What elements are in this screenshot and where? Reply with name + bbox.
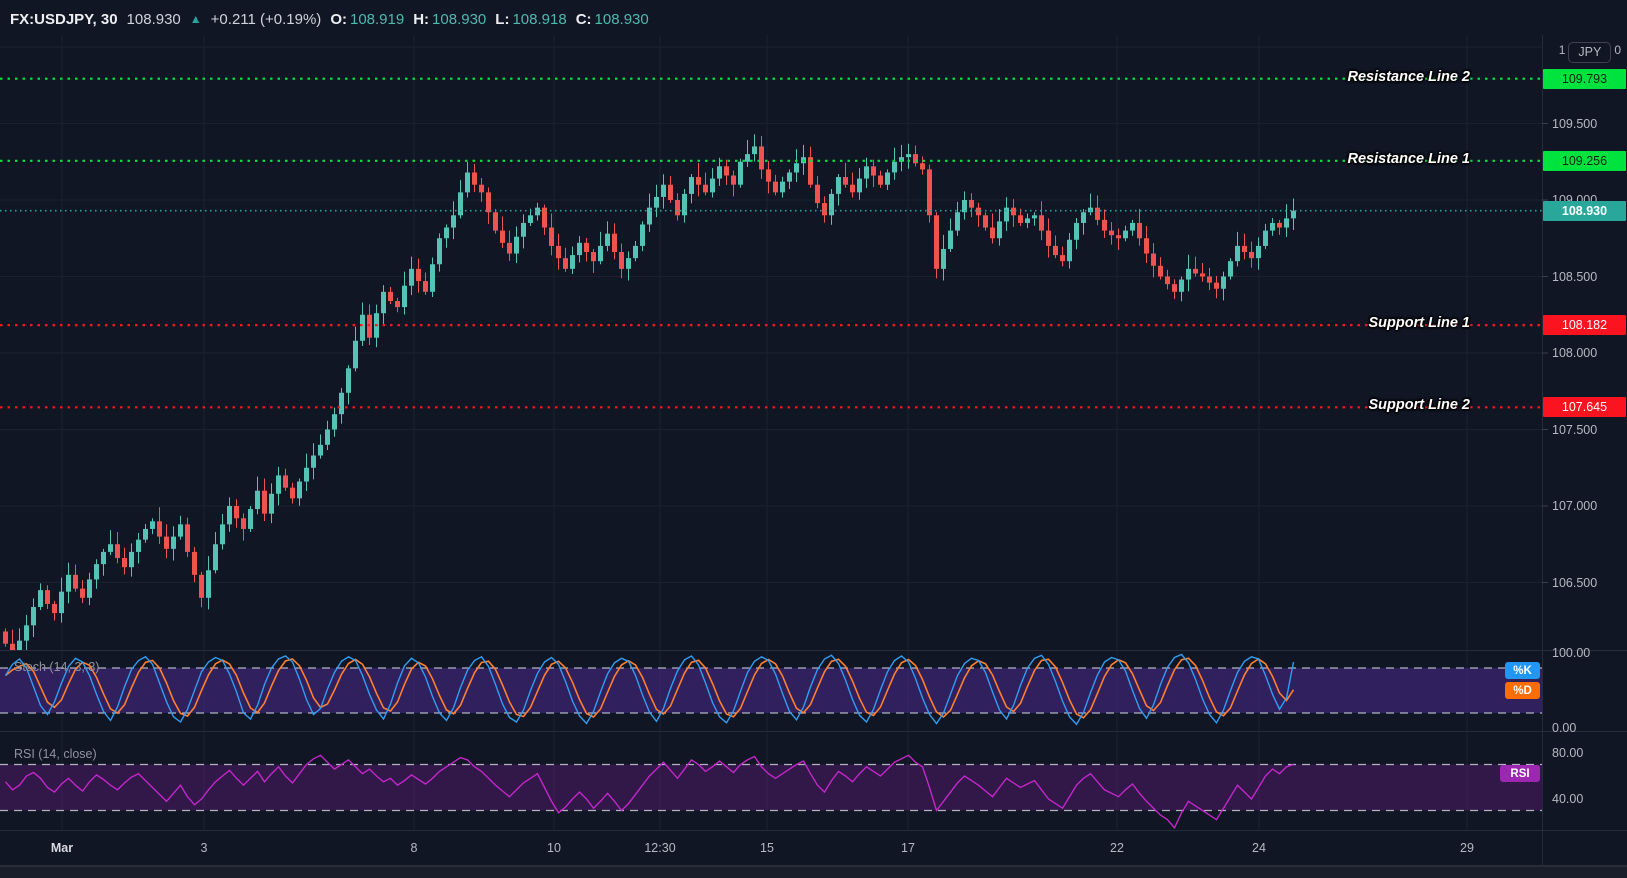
stoch-pane-title[interactable]: Stoch (14, 3, 3) [14,660,100,674]
symbol-legend[interactable]: FX:USDJPY, 30 108.930 ▲ +0.211 (+0.19%) … [10,7,649,31]
price-scale-header: 1 JPY 0 [1559,42,1621,63]
rsi-pane-title[interactable]: RSI (14, close) [14,747,97,761]
bottom-strip [0,866,1627,878]
ohlc-low: L: 108.918 [495,11,566,28]
last-price: 108.930 [126,10,181,28]
close-label: C: [575,10,592,28]
symbol-name[interactable]: FX:USDJPY, 30 [10,10,118,28]
high-label: H: [413,10,430,28]
currency-toggle-button[interactable]: JPY [1568,42,1612,63]
close-value: 108.930 [594,10,649,28]
open-label: O: [330,10,347,28]
high-value: 108.930 [432,10,487,28]
ohlc-close: C: 108.930 [576,11,649,28]
open-value: 108.919 [349,10,405,28]
price-change: +0.211 (+0.19%) [210,10,322,28]
ohlc-high: H: 108.930 [413,11,486,28]
scale-fragment-right: 0 [1614,43,1621,57]
low-value: 108.918 [512,10,567,28]
ohlc-open: O: 108.919 [330,11,404,28]
change-up-arrow-icon: ▲ [189,12,202,26]
low-label: L: [495,10,510,28]
scale-fragment-left: 1 [1558,43,1566,57]
